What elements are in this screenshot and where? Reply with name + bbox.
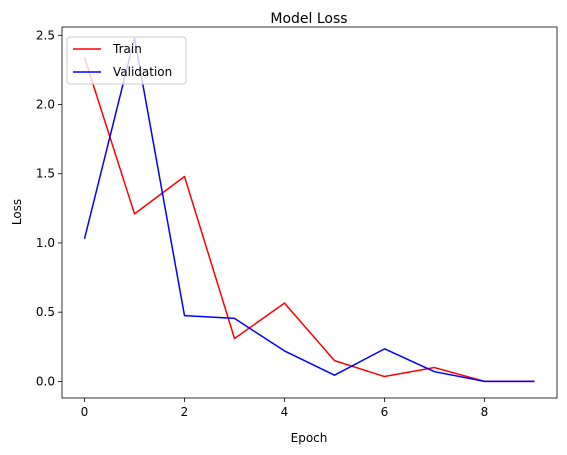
legend-label-train: Train xyxy=(112,42,142,56)
legend: Train Validation xyxy=(66,36,187,85)
series-layer xyxy=(83,37,535,383)
y-axis-title: Loss xyxy=(10,199,24,225)
x-tick-label: 4 xyxy=(281,405,289,419)
x-tick-label: 8 xyxy=(481,405,489,419)
x-tick-label: 6 xyxy=(381,405,389,419)
y-tick-label: 0.5 xyxy=(36,305,55,319)
x-tick-label: 2 xyxy=(181,405,189,419)
legend-label-validation: Validation xyxy=(113,65,172,79)
y-tick-label: 0.0 xyxy=(36,374,55,388)
y-tick-label: 1.5 xyxy=(36,167,55,181)
chart-title: Model Loss xyxy=(270,11,347,27)
tick-layer: 0 2 4 6 8 0.0 0.5 1.0 1.5 2.0 2.5 xyxy=(36,28,488,419)
y-tick-label: 2.0 xyxy=(36,98,55,112)
x-tick-label: 0 xyxy=(81,405,89,419)
y-tick-label: 2.5 xyxy=(36,28,55,42)
x-axis-title: Epoch xyxy=(291,431,328,445)
series-line-train xyxy=(83,57,535,383)
plot-area xyxy=(62,27,557,398)
y-tick-label: 1.0 xyxy=(36,236,55,250)
series-line-validation xyxy=(83,37,535,383)
plot-frame xyxy=(61,26,558,399)
